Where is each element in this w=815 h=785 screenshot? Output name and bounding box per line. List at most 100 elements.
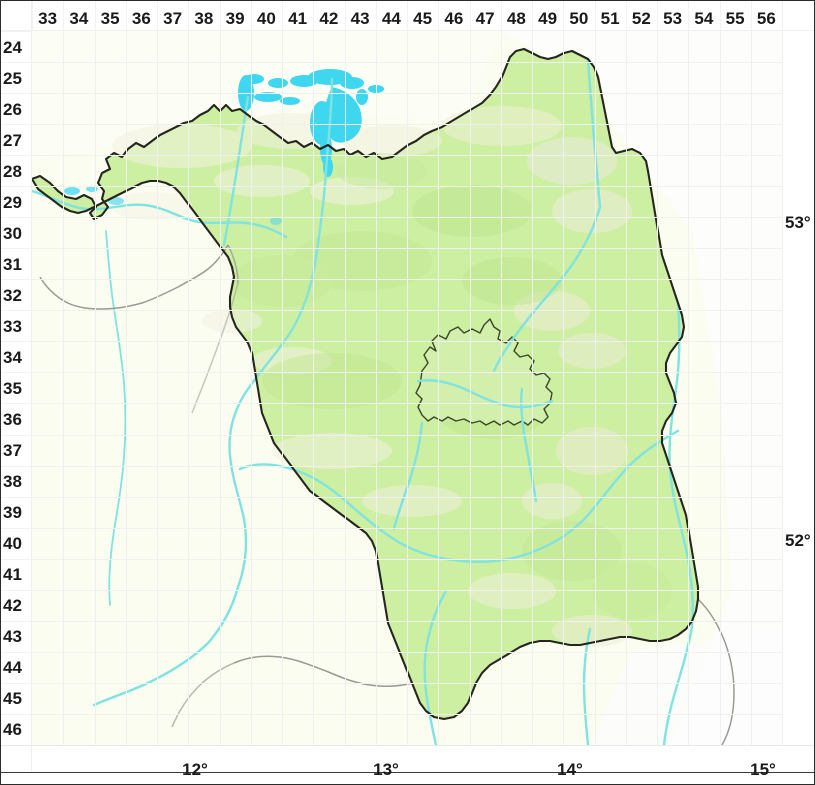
grid-column-label-36: 36 (131, 9, 151, 28)
grid-column-label-51: 51 (600, 9, 620, 28)
header-tick (657, 1, 658, 31)
gridline-horizontal (32, 590, 782, 591)
grid-row-label-34: 34 (3, 347, 22, 367)
gridline-vertical (63, 31, 64, 745)
gridline-horizontal (32, 714, 782, 715)
gridline-vertical (563, 31, 564, 745)
longitude-label-15deg: 15° (750, 760, 776, 779)
gridline-vertical (626, 31, 627, 745)
header-tick (469, 1, 471, 31)
left-axis-rule (31, 1, 32, 773)
left-tick (1, 682, 32, 684)
grid-row-label-32: 32 (3, 285, 22, 305)
gridline-horizontal (32, 372, 782, 373)
grid-column-label-34: 34 (69, 9, 89, 28)
longitude-label-13deg: 13° (373, 760, 399, 779)
left-tick (1, 62, 32, 64)
grid-row-label-41: 41 (3, 565, 22, 585)
grid-row-label-26: 26 (3, 99, 22, 119)
grid-column-label-33: 33 (38, 9, 58, 28)
header-tick (375, 1, 377, 31)
grid-column-label-39: 39 (225, 9, 245, 28)
header-tick (532, 1, 533, 31)
grid-row-label-35: 35 (3, 378, 22, 398)
header-tick (219, 1, 221, 31)
grid-column-label-35: 35 (100, 9, 120, 28)
grid-column-label-41: 41 (288, 9, 308, 28)
longitude-label-14deg: 14° (557, 760, 583, 779)
grid-column-label-46: 46 (444, 9, 464, 28)
gridline-vertical (657, 31, 658, 745)
gridline-horizontal (32, 248, 782, 249)
grid-row-label-37: 37 (3, 441, 22, 461)
grid-column-label-54: 54 (694, 9, 714, 28)
header-tick (250, 1, 252, 31)
grid-column-label-40: 40 (256, 9, 276, 28)
gridline-vertical (345, 31, 346, 745)
header-tick (407, 1, 408, 31)
gridline-horizontal (32, 62, 782, 63)
gridline-vertical (501, 31, 502, 745)
grid-row-label-27: 27 (3, 130, 22, 150)
gridline-vertical (532, 31, 533, 745)
grid-row-label-31: 31 (3, 254, 22, 274)
gridline-horizontal (32, 683, 782, 684)
grid-row-label-33: 33 (3, 316, 22, 336)
grid-row-label-25: 25 (3, 68, 22, 88)
gridline-vertical (188, 31, 189, 745)
gridline-vertical (595, 31, 596, 745)
outside-white-southeast (592, 631, 782, 745)
header-tick (94, 1, 96, 31)
gridline-horizontal (32, 559, 782, 560)
gridline-horizontal (32, 155, 782, 156)
grid-row-label-28: 28 (3, 161, 22, 181)
gridline-vertical (438, 31, 439, 745)
header-tick (594, 1, 596, 31)
map-canvas[interactable] (32, 31, 782, 745)
grid-column-label-47: 47 (475, 9, 495, 28)
header-tick (625, 1, 627, 31)
gridline-horizontal (32, 497, 782, 498)
left-tick (1, 527, 32, 529)
left-tick (1, 93, 32, 95)
header-tick (188, 1, 190, 31)
header-tick (282, 1, 283, 31)
gridline-horizontal (32, 217, 782, 218)
gridline-vertical (126, 31, 127, 745)
header-tick (688, 1, 690, 31)
header-tick (157, 1, 158, 31)
gridline-horizontal (32, 403, 782, 404)
bottom-frame-rule (1, 772, 814, 773)
grid-column-label-48: 48 (506, 9, 526, 28)
header-tick (63, 1, 65, 31)
header-tick (719, 1, 721, 31)
left-tick (1, 155, 32, 157)
gridline-vertical (220, 31, 221, 745)
grid-column-label-53: 53 (663, 9, 683, 28)
gridline-vertical (720, 31, 721, 745)
grid-row-label-46: 46 (3, 720, 22, 740)
gridline-vertical (313, 31, 314, 745)
left-tick (1, 310, 32, 312)
gridline-vertical (95, 31, 96, 745)
gridline-horizontal (32, 310, 782, 311)
left-tick (1, 31, 32, 32)
left-tick (1, 217, 32, 219)
gridline-horizontal (32, 279, 782, 280)
grid-column-label-43: 43 (350, 9, 370, 28)
header-tick (125, 1, 127, 31)
gridline-horizontal (32, 621, 782, 622)
left-tick (1, 186, 32, 188)
left-tick (1, 589, 32, 591)
gridline-horizontal (32, 528, 782, 529)
left-tick (1, 465, 32, 467)
grid-row-label-42: 42 (3, 596, 22, 616)
gridline-vertical (157, 31, 158, 745)
gridline-horizontal (32, 435, 782, 436)
left-tick (1, 651, 32, 653)
grid-column-label-38: 38 (194, 9, 214, 28)
header-tick (344, 1, 346, 31)
outside-white-east (502, 31, 782, 745)
header-tick (438, 1, 440, 31)
gridline-horizontal (32, 124, 782, 125)
